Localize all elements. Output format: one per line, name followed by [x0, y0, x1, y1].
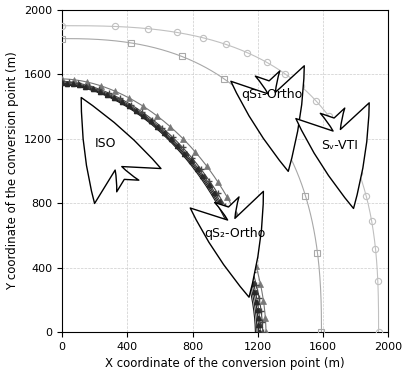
Y-axis label: Y coordinate of the conversion point (m): Y coordinate of the conversion point (m) — [6, 52, 18, 290]
Text: Sᵥ-VTI: Sᵥ-VTI — [296, 103, 369, 208]
Text: qS₂-Ortho: qS₂-Ortho — [190, 191, 265, 297]
Text: qS₁-Ortho: qS₁-Ortho — [231, 66, 304, 171]
X-axis label: X coordinate of the conversion point (m): X coordinate of the conversion point (m) — [105, 358, 345, 370]
Text: ISO: ISO — [81, 97, 161, 203]
